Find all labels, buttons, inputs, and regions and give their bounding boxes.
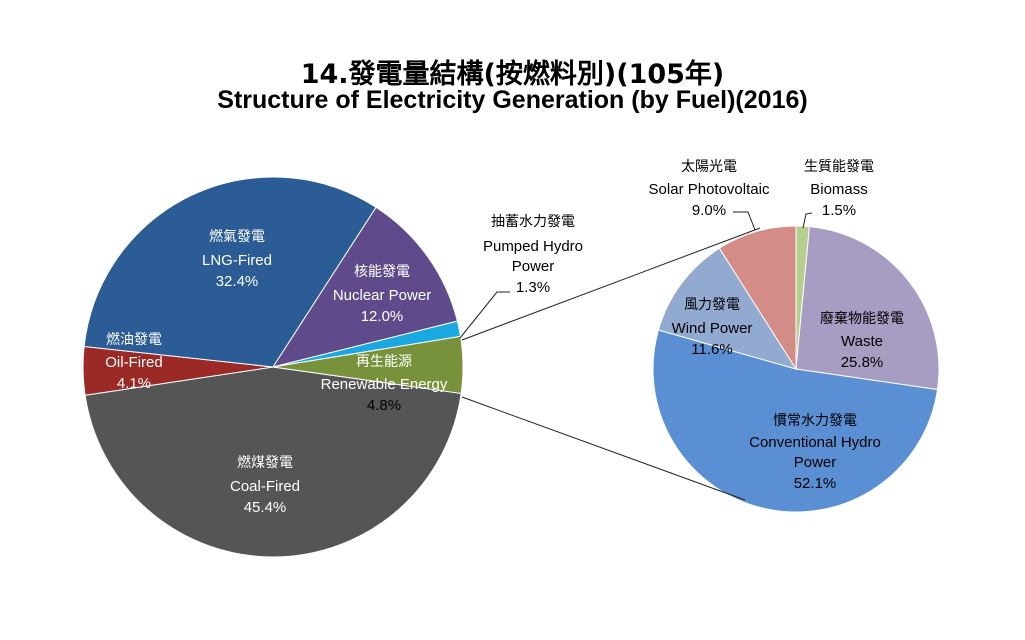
svg-text:Nuclear Power: Nuclear Power [333,287,431,304]
svg-text:生質能發電: 生質能發電 [804,159,874,175]
svg-text:45.4%: 45.4% [244,499,287,516]
svg-text:太陽光電: 太陽光電 [681,159,737,175]
label-nuclear: 核能發電 Nuclear Power 12.0% [333,264,431,325]
svg-text:Power: Power [512,258,555,275]
svg-text:1.5%: 1.5% [822,202,856,219]
svg-text:燃煤發電: 燃煤發電 [237,454,293,471]
svg-text:25.8%: 25.8% [841,354,884,371]
renewable-breakdown-pie [652,225,940,513]
svg-text:核能發電: 核能發電 [354,264,410,280]
svg-text:LNG-Fired: LNG-Fired [202,252,272,269]
renewable-slice-conventional-hydro-power [652,329,939,513]
main-pie [82,176,464,558]
chart-title-chinese: 14.發電量結構(按燃料別)(105年) [300,59,725,90]
svg-text:32.4%: 32.4% [216,273,259,290]
svg-text:慣常水力發電: 慣常水力發電 [773,412,857,429]
svg-text:Solar Photovoltaic: Solar Photovoltaic [649,181,770,198]
label-oil: 燃油發電 Oil-Fired 4.1% [105,331,163,392]
svg-text:Oil-Fired: Oil-Fired [105,354,163,371]
svg-text:Coal-Fired: Coal-Fired [230,478,300,495]
svg-text:抽蓄水力發電: 抽蓄水力發電 [491,214,575,230]
label-biomass: 生質能發電 Biomass 1.5% [804,159,874,219]
connector-line-bottom [461,396,746,501]
main-slice-renewable-energy [272,335,464,395]
svg-text:9.0%: 9.0% [692,202,726,219]
chart-title-english: Structure of Electricity Generation (by … [217,86,808,114]
svg-text:風力發電: 風力發電 [684,297,740,313]
connector-line-top [461,227,761,341]
svg-text:Waste: Waste [841,333,883,350]
svg-text:12.0%: 12.0% [361,308,404,325]
label-solar: 太陽光電 Solar Photovoltaic 9.0% [649,159,770,219]
leader-line-solar [733,211,756,231]
renewable-slice-wind-power [657,247,798,370]
label-lng: 燃氣發電 LNG-Fired 32.4% [202,228,272,290]
svg-text:燃油發電: 燃油發電 [106,331,162,348]
svg-text:再生能源: 再生能源 [356,354,412,370]
svg-text:Conventional Hydro: Conventional Hydro [749,434,881,451]
svg-text:Power: Power [794,454,837,471]
svg-text:52.1%: 52.1% [794,475,837,492]
svg-text:Wind Power: Wind Power [672,320,753,337]
label-waste: 廢棄物能發電 Waste 25.8% [820,310,904,371]
main-slice-nuclear-power [271,206,458,368]
label-renewable: 再生能源 Renewable Energy 4.8% [321,354,448,414]
svg-text:Pumped Hydro: Pumped Hydro [483,238,583,255]
label-pumped-hydro: 抽蓄水力發電 Pumped Hydro Power 1.3% [483,214,583,296]
svg-text:1.3%: 1.3% [516,279,550,296]
svg-text:Renewable Energy: Renewable Energy [321,376,448,393]
leader-line-pumped-hydro [459,291,510,339]
renewable-slice-solar-photovoltaic [718,225,797,371]
svg-text:4.8%: 4.8% [367,397,401,414]
renewable-slice-waste [795,226,940,391]
svg-text:Biomass: Biomass [810,181,868,198]
svg-text:燃氣發電: 燃氣發電 [209,228,265,245]
leader-line-biomass [802,212,813,229]
svg-text:廢棄物能發電: 廢棄物能發電 [820,310,904,327]
label-coal: 燃煤發電 Coal-Fired 45.4% [230,454,300,516]
svg-text:4.1%: 4.1% [117,375,151,392]
label-conventional-hydro: 慣常水力發電 Conventional Hydro Power 52.1% [749,412,881,492]
svg-text:11.6%: 11.6% [691,341,732,358]
main-slice-coal-fired [84,366,462,558]
label-wind: 風力發電 Wind Power 11.6% [672,297,753,358]
